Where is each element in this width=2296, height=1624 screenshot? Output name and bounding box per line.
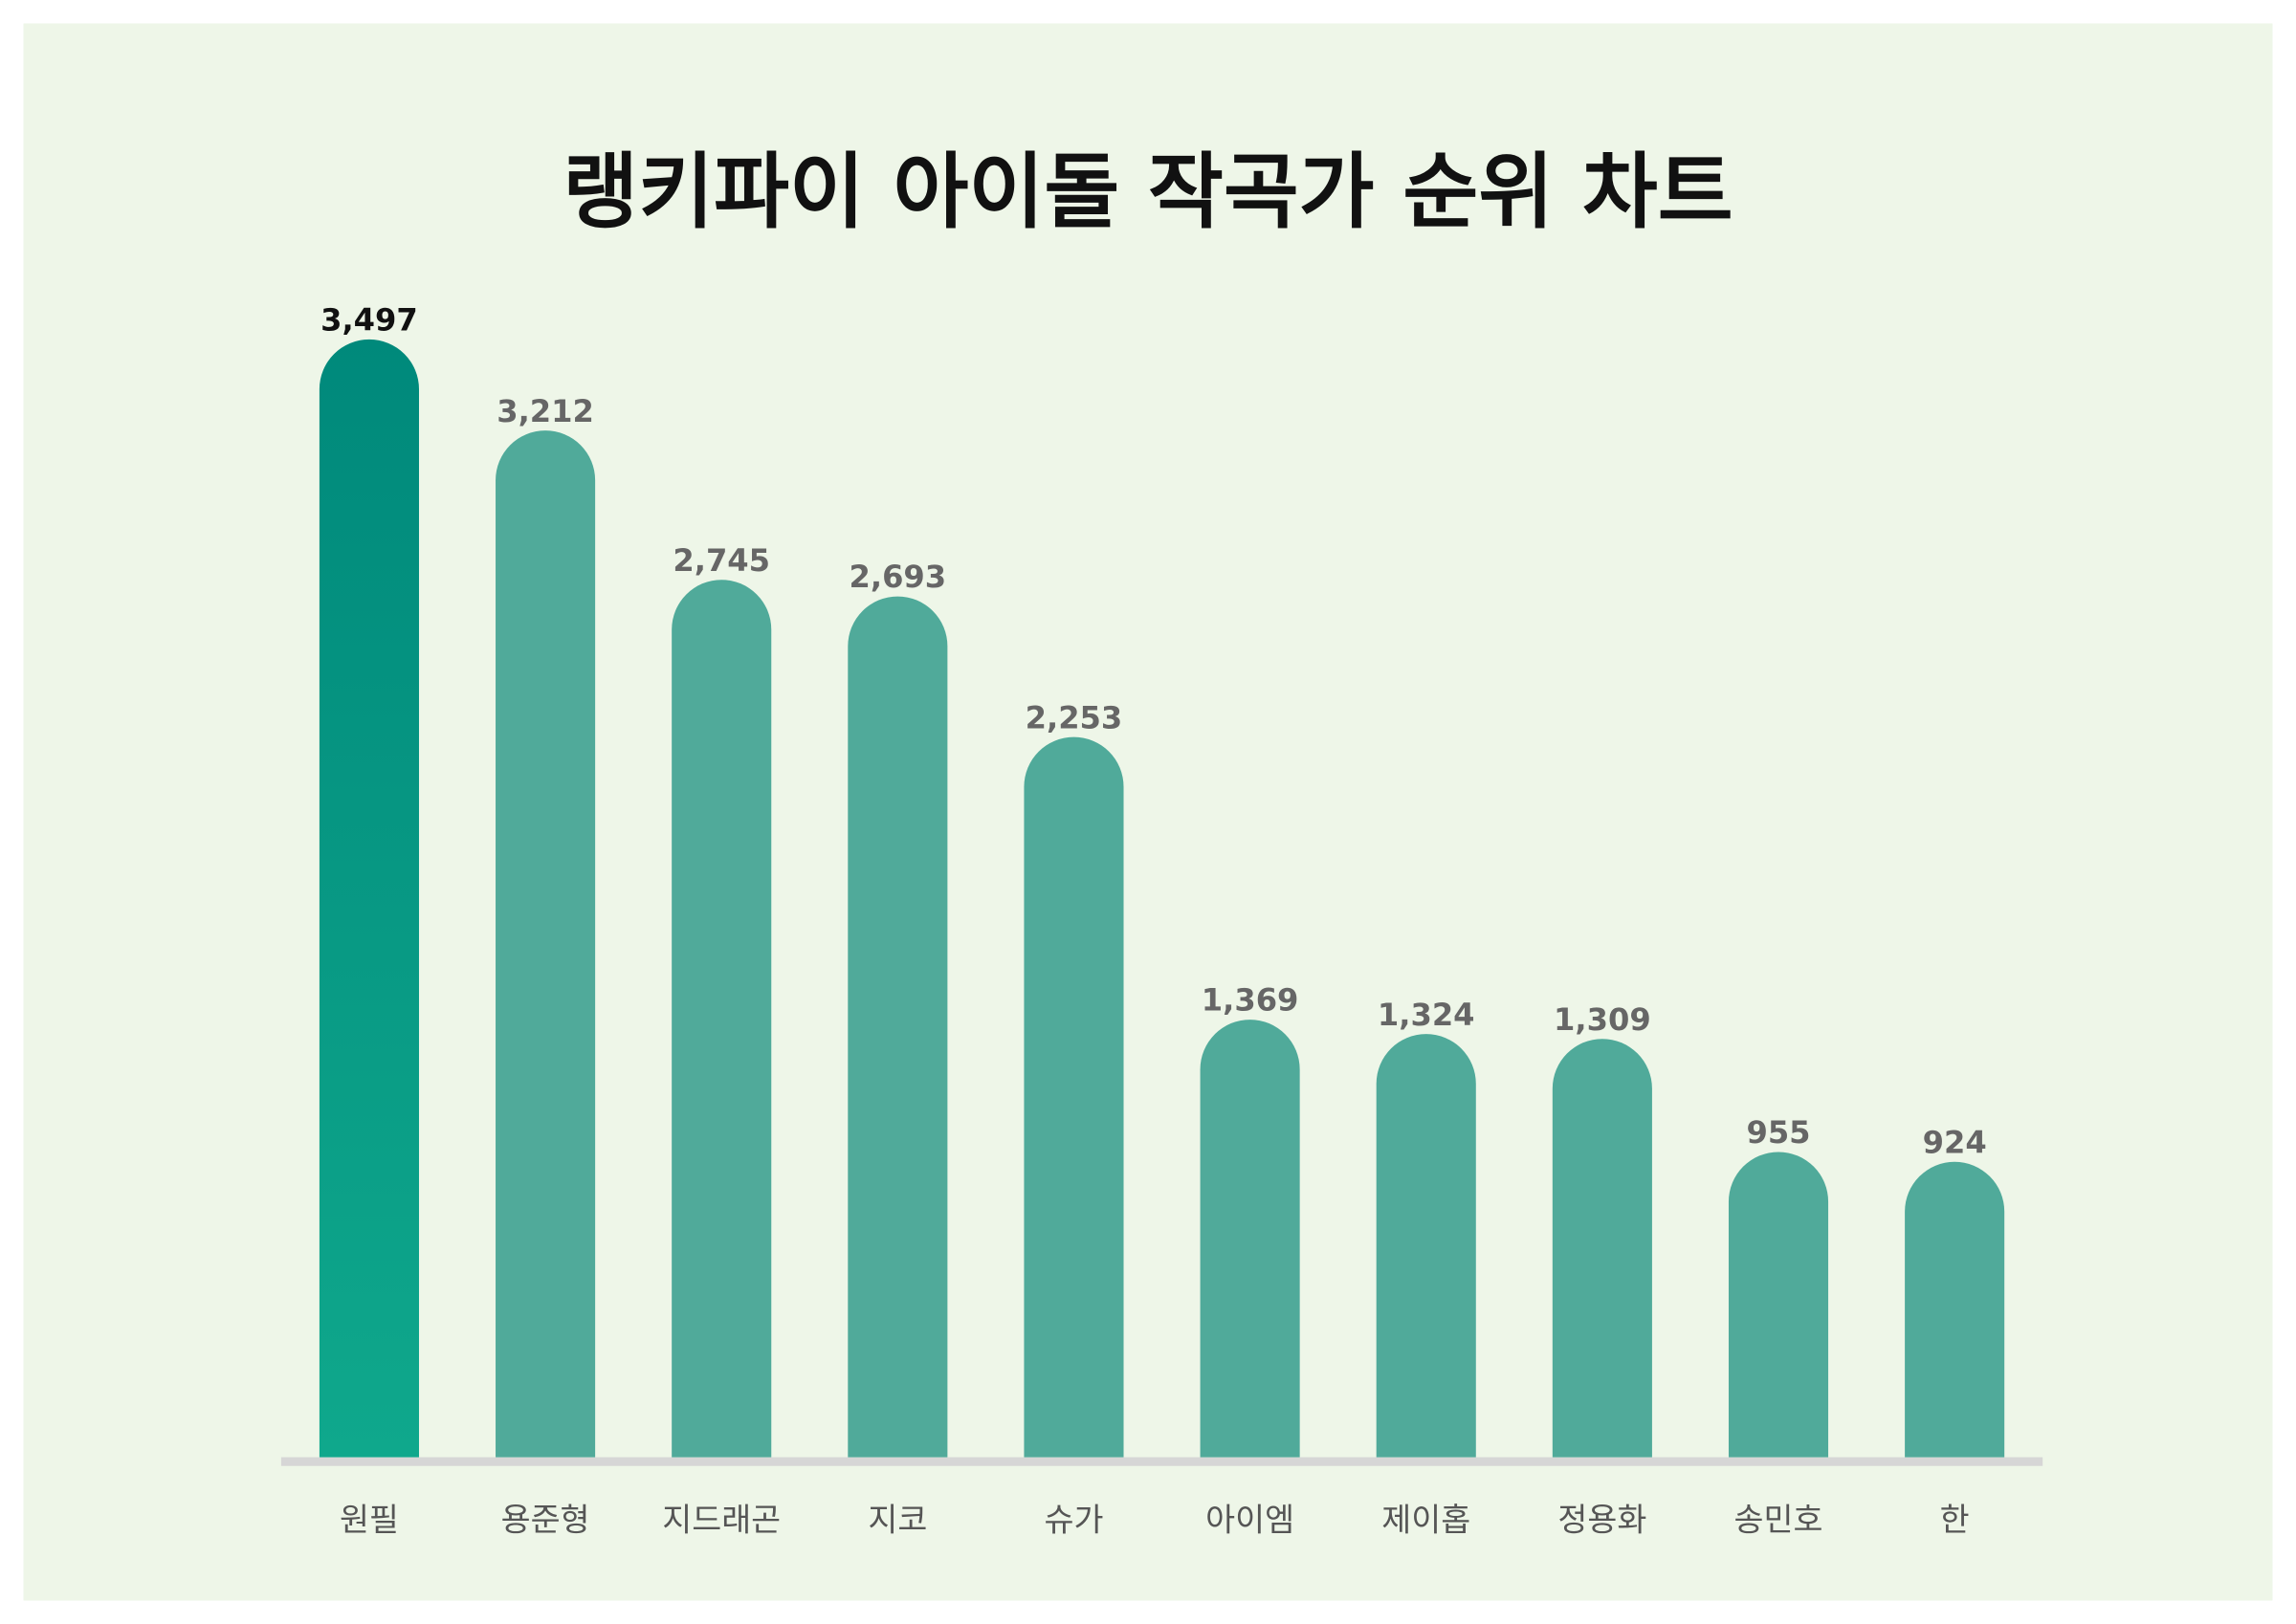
value-label: 2,253 — [1026, 699, 1123, 735]
x-tick-label: 송민호 — [1734, 1501, 1823, 1538]
x-tick-label: 제이홉 — [1381, 1501, 1470, 1538]
x-tick-label: 정용화 — [1557, 1501, 1646, 1538]
x-tick-label: 아이엠 — [1205, 1501, 1294, 1538]
value-label: 1,309 — [1554, 1001, 1651, 1038]
value-label: 1,369 — [1202, 982, 1299, 1019]
value-label: 1,324 — [1378, 997, 1475, 1033]
bar — [1905, 1161, 2005, 1458]
x-tick-label: 원필 — [340, 1501, 399, 1538]
x-tick-label: 지드래곤 — [662, 1501, 781, 1538]
bar — [1552, 1039, 1652, 1458]
value-label: 924 — [1923, 1124, 1987, 1160]
value-label: 955 — [1746, 1114, 1810, 1151]
bar — [848, 596, 948, 1458]
chart-title: 랭키파이 아이돌 작곡가 순위 차트 — [563, 144, 1733, 240]
x-tick-label: 용준형 — [501, 1501, 590, 1538]
bar — [1728, 1152, 1829, 1458]
value-label: 2,693 — [850, 559, 947, 595]
x-tick-label: 한 — [1940, 1501, 1970, 1538]
value-label: 2,745 — [673, 542, 770, 579]
bar — [319, 339, 419, 1458]
bar — [496, 430, 596, 1458]
x-tick-label: 슈가 — [1044, 1501, 1103, 1538]
bar — [1200, 1020, 1300, 1458]
bar — [1024, 736, 1124, 1458]
value-label: 3,497 — [320, 302, 418, 339]
value-label: 3,212 — [497, 393, 594, 429]
bar — [1376, 1034, 1476, 1458]
x-tick-label: 지코 — [868, 1501, 927, 1538]
bar — [672, 580, 772, 1458]
